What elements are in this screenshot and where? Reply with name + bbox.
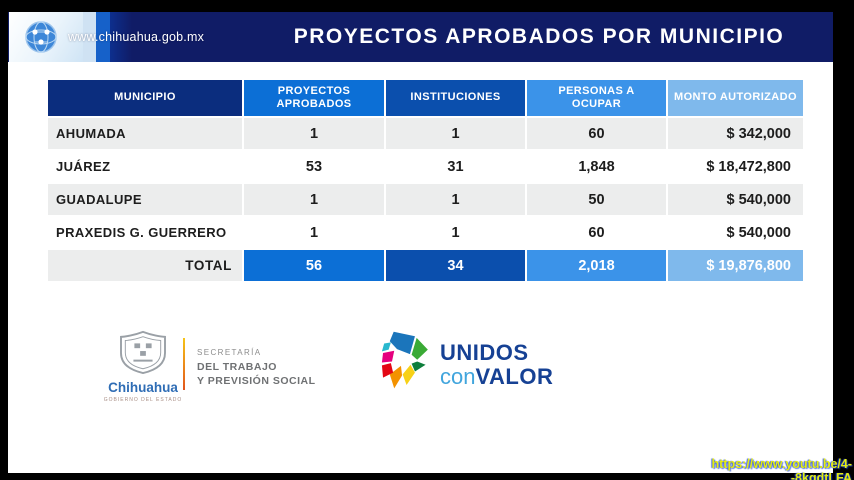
table-cell-monto: $ 540,000 xyxy=(726,224,791,241)
secretaria-name-line2: Y PREVISIÓN SOCIAL xyxy=(197,375,316,388)
table-cell-personas: 60 xyxy=(588,224,605,241)
table-cell-municipio: PRAXEDIS G. GUERRERO xyxy=(56,225,227,240)
total-instituciones: 34 xyxy=(386,250,525,281)
table-cell-instituciones: 1 xyxy=(386,118,525,149)
table-cell-personas: 1,848 xyxy=(578,158,615,175)
column-header-proyectos: PROYECTOS APROBADOS xyxy=(244,80,384,116)
accent-stripe xyxy=(83,12,96,62)
table-cell-personas: 60 xyxy=(527,118,666,149)
accent-stripe xyxy=(110,12,132,62)
accent-stripe xyxy=(96,12,110,62)
unidos-line2: conVALOR xyxy=(440,364,554,389)
table-cell-monto: $ 18,472,800 xyxy=(706,158,791,175)
state-logo-subtext: GOBIERNO DEL ESTADO xyxy=(103,397,183,403)
table-cell-monto: $ 342,000 xyxy=(668,118,803,149)
table-cell-municipio: JUÁREZ xyxy=(56,159,111,174)
table-cell-proyectos: 53 xyxy=(305,158,323,175)
table-cell-personas: 50 xyxy=(527,184,666,215)
secretaria-name-line1: DEL TRABAJO xyxy=(197,361,277,373)
table-cell-instituciones: 1 xyxy=(451,224,460,241)
total-row-label: TOTAL xyxy=(48,250,242,281)
unidos-con-valor-logo: UNIDOS conVALOR xyxy=(378,330,553,394)
slide: www.chihuahua.gob.mx PROYECTOS APROBADOS… xyxy=(8,12,833,473)
table-cell-municipio: GUADALUPE xyxy=(48,184,242,215)
column-header-personas: PERSONAS A OCUPAR xyxy=(527,80,666,116)
total-personas: 2,018 xyxy=(527,250,666,281)
state-government-logo: Chihuahua GOBIERNO DEL ESTADO xyxy=(103,330,183,403)
video-watermark-url: https://www.youtu.be/4--8kgdtLFA xyxy=(711,457,852,480)
table-cell-instituciones: 31 xyxy=(447,158,464,175)
table-cell-monto: $ 540,000 xyxy=(668,184,803,215)
total-proyectos: 56 xyxy=(244,250,384,281)
footer-divider xyxy=(183,338,185,390)
header-bar: www.chihuahua.gob.mx PROYECTOS APROBADOS… xyxy=(8,12,833,62)
logo-panel xyxy=(9,12,83,62)
column-header-municipio: MUNICIPIO xyxy=(48,80,242,116)
page-title: PROYECTOS APROBADOS POR MUNICIPIO xyxy=(293,25,785,48)
table-cell-proyectos: 1 xyxy=(244,118,384,149)
table-cell-instituciones: 1 xyxy=(386,184,525,215)
unidos-line1: UNIDOS xyxy=(440,340,529,365)
projects-table: MUNICIPIO PROYECTOS APROBADOS INSTITUCIO… xyxy=(48,80,803,281)
state-logo-wordmark: Chihuahua xyxy=(108,380,178,395)
site-url: www.chihuahua.gob.mx xyxy=(68,30,205,44)
state-crest-icon xyxy=(120,330,166,375)
unidos-mosaic-icon xyxy=(381,331,428,389)
globe-icon xyxy=(25,21,57,53)
unidos-wordmark: UNIDOS conVALOR xyxy=(440,342,553,388)
column-header-instituciones: INSTITUCIONES xyxy=(386,80,525,116)
secretaria-block: SECRETARÍA DEL TRABAJO Y PREVISIÓN SOCIA… xyxy=(197,348,316,388)
table-cell-municipio: AHUMADA xyxy=(48,118,242,149)
table-cell-proyectos: 1 xyxy=(309,224,319,241)
table-cell-proyectos: 1 xyxy=(244,184,384,215)
column-header-monto: MONTO AUTORIZADO xyxy=(668,80,803,116)
secretaria-label: SECRETARÍA xyxy=(197,348,262,357)
total-monto: $ 19,876,800 xyxy=(668,250,803,281)
